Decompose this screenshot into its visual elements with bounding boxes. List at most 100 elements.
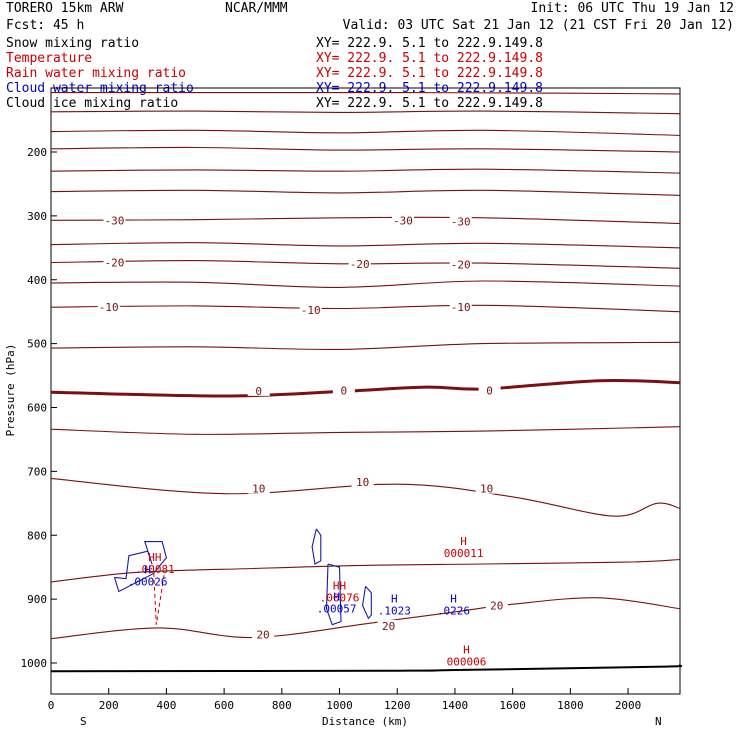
legend-xs-temperature: XY= 222.9. 5.1 to 222.9.149.8: [316, 51, 543, 66]
extremum-value: .0226: [437, 604, 470, 617]
extremum-value: .00057: [317, 602, 357, 615]
isotherm-10: [50, 477, 681, 517]
contour-label: -30: [451, 216, 471, 229]
contour-label: 10: [480, 483, 493, 496]
x-tick-label: 1200: [384, 699, 411, 712]
isotherm-5: [50, 426, 681, 435]
legend-xs-rain: XY= 222.9. 5.1 to 222.9.149.8: [316, 66, 543, 81]
contour-label-bg: [475, 482, 498, 494]
contour-label-bg: [252, 628, 275, 640]
contour-label: -20: [350, 258, 370, 271]
isotherm--30: [50, 216, 681, 225]
cloud-water-contour: [362, 585, 372, 620]
extremum-symbol: HH: [333, 580, 346, 593]
isotherm--60: [51, 92, 681, 95]
contour-label: -10: [301, 304, 321, 317]
rain-water-contour: [152, 565, 165, 625]
extremum-value: .1023: [378, 604, 411, 617]
isotherm--45: [50, 146, 681, 153]
x-tick-label: 1600: [499, 699, 526, 712]
contour-label-layer: -30 -30 -30 -20 -20 -20 -10 -10 -10 0 0 0 10 10 10 20 20…: [97, 214, 508, 641]
contour-label: 20: [490, 600, 503, 613]
contour-label-bg: [103, 214, 126, 226]
x-tick-label: 1800: [557, 699, 584, 712]
isotherm--40: [50, 168, 681, 174]
cloud-water-contour: [113, 541, 168, 593]
x-tick-label: 0: [48, 699, 55, 712]
x-tick-label: 1000: [326, 699, 353, 712]
y-tick-label: 600: [27, 402, 47, 415]
model-label: TORERO 15km ARW: [6, 1, 124, 16]
x-axis: 0 200 400 600 800 1000 1200 1400 1600 1800 2000: [48, 688, 642, 712]
isotherm--55: [50, 110, 681, 115]
isotherm--20: [50, 260, 681, 269]
contour-label-bg: [392, 214, 415, 226]
legend-label-snow: Snow mixing ratio: [6, 36, 139, 51]
contour-label: -20: [105, 257, 125, 270]
extremum-symbol: H: [463, 643, 470, 656]
contour-label: 10: [252, 483, 265, 496]
contour-label-bg: [449, 301, 472, 313]
extremum-symbol: H: [460, 535, 467, 548]
isotherm-20: [50, 597, 681, 640]
contour-label-bg: [449, 258, 472, 270]
contour-label-bg: [299, 303, 322, 315]
contour-label: 0: [341, 384, 348, 397]
ground-surface-line: [50, 664, 683, 673]
contour-label-bg: [449, 215, 472, 227]
cloud-layer: [113, 528, 372, 626]
extremum-symbol: H: [144, 564, 151, 577]
org-label: NCAR/MMM: [225, 1, 288, 16]
south-end-label: S: [80, 715, 87, 728]
y-tick-label: 500: [27, 338, 47, 351]
extremum-value: 000006: [447, 655, 487, 668]
contour-label-bg: [377, 619, 400, 631]
contour-label: -10: [99, 301, 119, 314]
contour-label: 10: [356, 476, 369, 489]
isotherm--50: [50, 129, 681, 136]
y-axis-label: Pressure (hPa): [4, 344, 17, 437]
y-tick-label: 400: [27, 274, 47, 287]
y-tick-label: 800: [27, 529, 47, 542]
y-tick-label: 300: [27, 210, 47, 223]
extremum-symbol: H: [391, 592, 398, 605]
extremum-value: 000011: [444, 547, 484, 560]
contour-label-bg: [348, 257, 371, 269]
legend-xs-cloud-ice: XY= 222.9. 5.1 to 222.9.149.8: [316, 96, 543, 111]
x-tick-label: 2000: [615, 699, 642, 712]
legend-label-cloud-ice: Cloud ice mixing ratio: [6, 96, 178, 111]
legend: Snow mixing ratio XY= 222.9. 5.1 to 222.…: [6, 36, 543, 111]
valid-label: Valid: 03 UTC Sat 21 Jan 12 (21 CST Fri …: [343, 18, 734, 33]
cloud-water-contour: [311, 528, 322, 565]
x-tick-label: 1400: [442, 699, 469, 712]
legend-label-rain: Rain water mixing ratio: [6, 66, 186, 81]
x-tick-label: 600: [214, 699, 234, 712]
contour-label-bg: [351, 476, 374, 488]
contour-label: -20: [451, 258, 471, 271]
x-tick-label: 800: [272, 699, 292, 712]
north-end-label: N: [655, 715, 662, 728]
legend-xs-snow: XY= 222.9. 5.1 to 222.9.149.8: [316, 36, 543, 51]
contour-label: 20: [382, 620, 395, 633]
isotherm-0: [50, 378, 681, 398]
isotherm--35: [50, 189, 681, 196]
contour-label-bg: [332, 384, 355, 396]
ground-layer: [50, 664, 683, 673]
y-tick-label: 200: [27, 146, 47, 159]
contour-label-bg: [247, 482, 270, 494]
cloud-water-contour: [325, 563, 342, 626]
isotherm-15: [50, 558, 681, 583]
contour-label: 0: [255, 385, 262, 398]
extremum-value: .00081: [135, 563, 175, 576]
extremum-symbol: H: [450, 592, 457, 605]
isotherm--10: [50, 304, 681, 313]
contour-label-bg: [478, 384, 501, 396]
contour-label: 0: [486, 384, 493, 397]
extremum-value: .00026: [128, 576, 168, 589]
contour-label-bg: [485, 599, 508, 611]
init-label: Init: 06 UTC Thu 19 Jan 12: [531, 1, 735, 16]
x-axis-label: Distance (km): [322, 715, 408, 728]
x-tick-label: 400: [156, 699, 176, 712]
